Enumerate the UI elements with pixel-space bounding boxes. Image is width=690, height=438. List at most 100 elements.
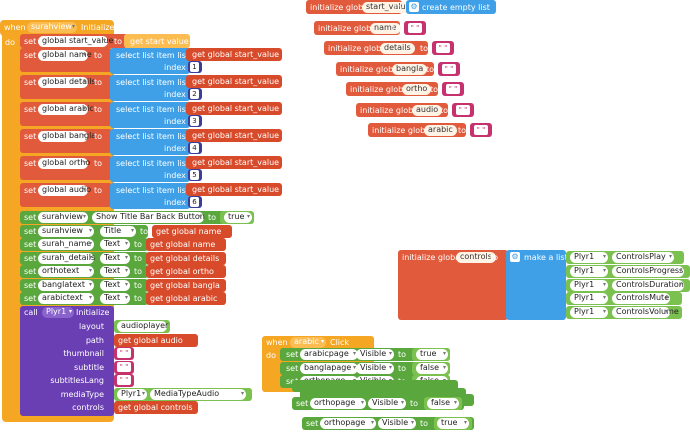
get-global-start-value-block[interactable] [186, 75, 282, 88]
index-value[interactable]: 3 [190, 116, 199, 126]
component-dropdown[interactable]: Plyr1 ▾ [570, 265, 608, 277]
gear-icon[interactable]: ⚙ [409, 2, 419, 12]
to-keyword: to [420, 44, 429, 53]
property-dropdown[interactable]: MediaTypeAudio ▾ [150, 388, 246, 400]
component-dropdown-plyr1[interactable]: Plyr1 ▾ [42, 307, 74, 318]
property-dropdown[interactable]: Text ▾ [100, 279, 130, 291]
property-dropdown[interactable]: Text ▾ [100, 239, 130, 250]
global-name-controls[interactable]: controls [456, 252, 496, 263]
component-dropdown[interactable]: surah_details ▾ [38, 252, 95, 264]
variable-dropdown[interactable]: global details ▾ [38, 77, 96, 88]
property-dropdown[interactable]: Text ▾ [100, 293, 130, 304]
to-keyword: to [94, 186, 103, 195]
select-list-item-block[interactable] [110, 129, 190, 155]
set-keyword: set [296, 399, 309, 408]
to-keyword: to [94, 159, 103, 168]
index-value[interactable]: 5 [190, 170, 199, 180]
variable-dropdown[interactable]: global audio ▾ [38, 185, 91, 196]
property-dropdown[interactable]: ControlsProgress ▾ [612, 265, 684, 277]
initialize-global-label: initialize global [402, 253, 463, 262]
boolean-dropdown[interactable]: false▾ [416, 362, 448, 374]
select-list-item-block[interactable] [110, 75, 190, 101]
global-name-ortho[interactable]: ortho [402, 84, 432, 95]
component-dropdown[interactable]: arabictext ▾ [38, 293, 94, 304]
property-dropdown[interactable]: Text ▾ [100, 252, 130, 264]
empty-text-value: " " [408, 22, 422, 33]
to-keyword: to [398, 350, 407, 359]
get-start-value-block[interactable] [124, 34, 190, 48]
component-dropdown[interactable]: Plyr1 ▾ [570, 293, 608, 305]
get-global-value-block[interactable] [152, 224, 232, 238]
select-list-item-block[interactable] [110, 156, 190, 182]
component-dropdown-surahview[interactable]: surahview ▾ [27, 22, 77, 33]
variable-dropdown[interactable]: global bangla ▾ [38, 131, 96, 142]
global-name-name[interactable]: name [370, 22, 401, 34]
select-list-item-block[interactable] [110, 183, 190, 209]
variable-dropdown[interactable]: global name ▾ [38, 50, 92, 61]
property-dropdown[interactable]: ControlsVolume ▾ [612, 307, 679, 319]
index-value[interactable]: 4 [190, 143, 199, 153]
gear-icon[interactable]: ⚙ [510, 252, 520, 262]
call-plyr1-initialize-block[interactable] [20, 306, 114, 416]
index-value[interactable]: 1 [190, 62, 199, 72]
get-global-start-value-block[interactable] [186, 129, 282, 142]
component-dropdown[interactable]: surahview ▾ [38, 225, 94, 237]
variable-dropdown[interactable]: global ortho ▾ [38, 158, 90, 169]
property-dropdown[interactable]: ControlsDuration ▾ [612, 279, 684, 291]
component-dropdown[interactable]: Plyr1 ▾ [117, 388, 147, 400]
property-dropdown[interactable]: ControlsPlay ▾ [612, 252, 674, 263]
component-dropdown[interactable]: orthotext ▾ [38, 266, 94, 277]
property-dropdown[interactable]: Title ▾ [100, 225, 136, 237]
component-dropdown-arabic[interactable]: arabic ▾ [290, 337, 326, 348]
component-dropdown[interactable]: Plyr1 ▾ [570, 279, 608, 291]
get-global-value-block[interactable] [146, 278, 226, 292]
empty-text-value: " " [117, 375, 131, 385]
select-list-item-block[interactable] [110, 102, 190, 128]
get-global-start-value-block[interactable] [186, 102, 282, 115]
component-dropdown[interactable]: arabicpage ▾ [300, 349, 358, 360]
global-name-arabic[interactable]: arabic [424, 125, 457, 136]
variable-dropdown[interactable]: global arabic ▾ [38, 104, 94, 115]
boolean-dropdown[interactable]: false▾ [427, 398, 459, 409]
get-global-start-value-block[interactable] [186, 156, 282, 169]
global-name-audio[interactable]: audio [412, 104, 443, 116]
boolean-dropdown[interactable]: true ▾ [416, 349, 448, 360]
get-global-value-block[interactable] [114, 401, 198, 414]
variable-dropdown[interactable]: global start_value ▾ [38, 36, 113, 47]
component-dropdown[interactable]: orthopage▾ [310, 398, 366, 409]
component-dropdown[interactable]: Plyr1 ▾ [570, 252, 608, 263]
global-name-details[interactable]: details [380, 43, 415, 54]
component-dropdown[interactable]: surahview ▾ [38, 212, 88, 223]
property-dropdown[interactable]: Text ▾ [100, 266, 130, 277]
select-list-item-block[interactable] [110, 48, 190, 74]
property-dropdown[interactable]: Visible▾ [356, 349, 394, 360]
get-global-value-block[interactable] [146, 251, 226, 265]
index-value[interactable]: 2 [190, 89, 199, 99]
property-dropdown[interactable]: Visible▾ [368, 398, 406, 409]
get-global-start-value-block[interactable] [186, 48, 282, 61]
get-global-value-block[interactable] [146, 265, 226, 278]
property-dropdown[interactable]: ControlsMute ▾ [612, 293, 670, 305]
boolean-dropdown[interactable]: true ▾ [437, 418, 469, 429]
component-dropdown[interactable]: banglatext ▾ [38, 279, 94, 291]
component-dropdown[interactable]: surah_name ▾ [38, 239, 94, 250]
component-dropdown[interactable]: orthopage▾ [320, 418, 376, 429]
create-empty-list-block[interactable] [406, 0, 496, 14]
component-dropdown[interactable]: banglapage ▾ [300, 362, 358, 374]
property-dropdown[interactable]: Visible▾ [356, 362, 394, 374]
get-global-value-block[interactable] [146, 238, 226, 251]
arg-label-subtitle: subtitle [74, 362, 104, 372]
text-value[interactable]: audioplayer [117, 321, 168, 332]
global-name-bangla[interactable]: bangla [392, 63, 428, 75]
get-global-value-block[interactable] [114, 333, 198, 347]
property-dropdown[interactable]: Show Title Bar Back Button ▾ [92, 212, 205, 223]
property-dropdown[interactable]: Visible▾ [378, 418, 416, 429]
set-keyword: set [286, 363, 299, 373]
component-dropdown[interactable]: Plyr1 ▾ [570, 307, 608, 319]
global-name-start_value[interactable]: start_value [362, 2, 415, 13]
index-keyword: index [164, 144, 186, 153]
index-value[interactable]: 6 [190, 197, 199, 207]
get-global-value-block[interactable] [146, 292, 226, 305]
get-global-start-value-block[interactable] [186, 183, 282, 196]
boolean-dropdown[interactable]: true ▾ [224, 212, 252, 223]
